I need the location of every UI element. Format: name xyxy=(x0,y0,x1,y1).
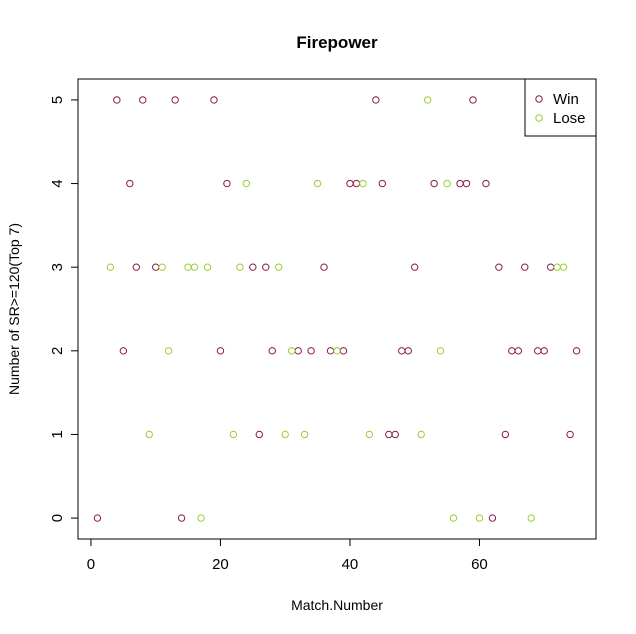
point-lose xyxy=(158,263,166,271)
point-win xyxy=(223,179,231,188)
point-lose xyxy=(559,263,568,271)
point-lose xyxy=(287,347,296,355)
point-lose xyxy=(300,430,309,439)
point-lose xyxy=(106,263,115,271)
point-lose xyxy=(417,430,425,439)
point-lose xyxy=(313,179,322,188)
point-win xyxy=(469,96,477,104)
point-lose xyxy=(164,347,173,355)
y-axis-label: Number of SR>=120(Top 7) xyxy=(6,223,22,395)
point-win xyxy=(404,347,412,355)
point-win xyxy=(514,347,522,355)
x-tick-label: 20 xyxy=(212,556,229,573)
y-tick-label: 3 xyxy=(49,263,66,271)
point-lose xyxy=(527,514,535,522)
point-win xyxy=(216,347,225,355)
y-axis: 0 1 2 3 4 5 xyxy=(49,96,79,522)
point-lose xyxy=(242,179,251,188)
point-win xyxy=(139,96,147,104)
point-win xyxy=(372,96,380,104)
x-tick-label: 40 xyxy=(342,556,359,573)
point-lose xyxy=(275,263,283,271)
point-win xyxy=(352,179,361,188)
point-lose xyxy=(229,430,238,439)
y-tick-label: 0 xyxy=(49,514,66,522)
point-win xyxy=(152,263,160,271)
point-lose xyxy=(333,347,341,355)
point-lose xyxy=(365,430,374,439)
legend-marker-win xyxy=(535,95,543,103)
point-win xyxy=(566,430,574,439)
point-lose xyxy=(184,263,192,271)
point-lose xyxy=(443,179,451,188)
point-win xyxy=(93,514,102,522)
point-win xyxy=(430,179,438,188)
point-win xyxy=(391,430,399,439)
x-axis: 0 20 40 60 xyxy=(87,538,488,573)
point-lose xyxy=(281,430,289,439)
point-win xyxy=(521,263,529,271)
point-win xyxy=(307,347,315,355)
legend: Win Lose xyxy=(524,78,597,137)
point-win xyxy=(508,347,516,355)
y-tick-label: 1 xyxy=(49,430,66,438)
point-win xyxy=(534,347,542,355)
point-win xyxy=(495,263,503,271)
point-win xyxy=(488,514,497,522)
x-tick-label: 60 xyxy=(471,556,488,573)
point-win xyxy=(546,263,555,271)
point-win xyxy=(262,263,270,271)
point-win xyxy=(249,263,257,271)
point-win xyxy=(456,179,464,188)
chart-title: Firepower xyxy=(296,33,378,52)
point-lose xyxy=(190,263,199,271)
point-lose xyxy=(553,263,561,271)
y-tick-label: 2 xyxy=(49,347,66,355)
point-win xyxy=(255,430,263,439)
x-tick-label: 0 xyxy=(87,556,95,573)
point-win xyxy=(210,96,218,104)
point-lose xyxy=(145,430,153,439)
point-lose xyxy=(236,263,244,271)
point-win xyxy=(346,179,354,188)
x-axis-label: Match.Number xyxy=(291,597,383,613)
point-lose xyxy=(203,263,212,271)
legend-label-win: Win xyxy=(553,91,579,108)
point-win xyxy=(171,96,179,104)
point-win xyxy=(398,347,406,355)
point-win xyxy=(113,96,121,104)
point-win xyxy=(132,263,140,271)
plot-frame xyxy=(77,78,597,540)
legend-box xyxy=(524,78,597,137)
point-win xyxy=(482,179,490,188)
point-win xyxy=(326,347,335,355)
point-win xyxy=(385,430,393,439)
data-points xyxy=(93,96,581,522)
point-win xyxy=(572,347,581,355)
point-lose xyxy=(449,514,458,522)
point-win xyxy=(501,430,510,439)
point-lose xyxy=(436,347,445,355)
point-win xyxy=(411,263,419,271)
point-win xyxy=(462,179,471,188)
point-win xyxy=(268,347,276,355)
point-win xyxy=(294,347,302,355)
point-win xyxy=(378,179,387,188)
point-lose xyxy=(197,514,205,522)
point-win xyxy=(540,347,548,355)
legend-marker-lose xyxy=(535,114,543,122)
y-tick-label: 4 xyxy=(49,179,66,187)
point-lose xyxy=(475,514,484,522)
point-win xyxy=(126,179,134,188)
point-win xyxy=(339,347,348,355)
legend-label-lose: Lose xyxy=(553,110,586,127)
point-win xyxy=(320,263,328,271)
point-win xyxy=(119,347,128,355)
point-lose xyxy=(359,179,367,188)
point-win xyxy=(177,514,186,522)
y-tick-label: 5 xyxy=(49,96,66,104)
point-lose xyxy=(423,96,432,104)
